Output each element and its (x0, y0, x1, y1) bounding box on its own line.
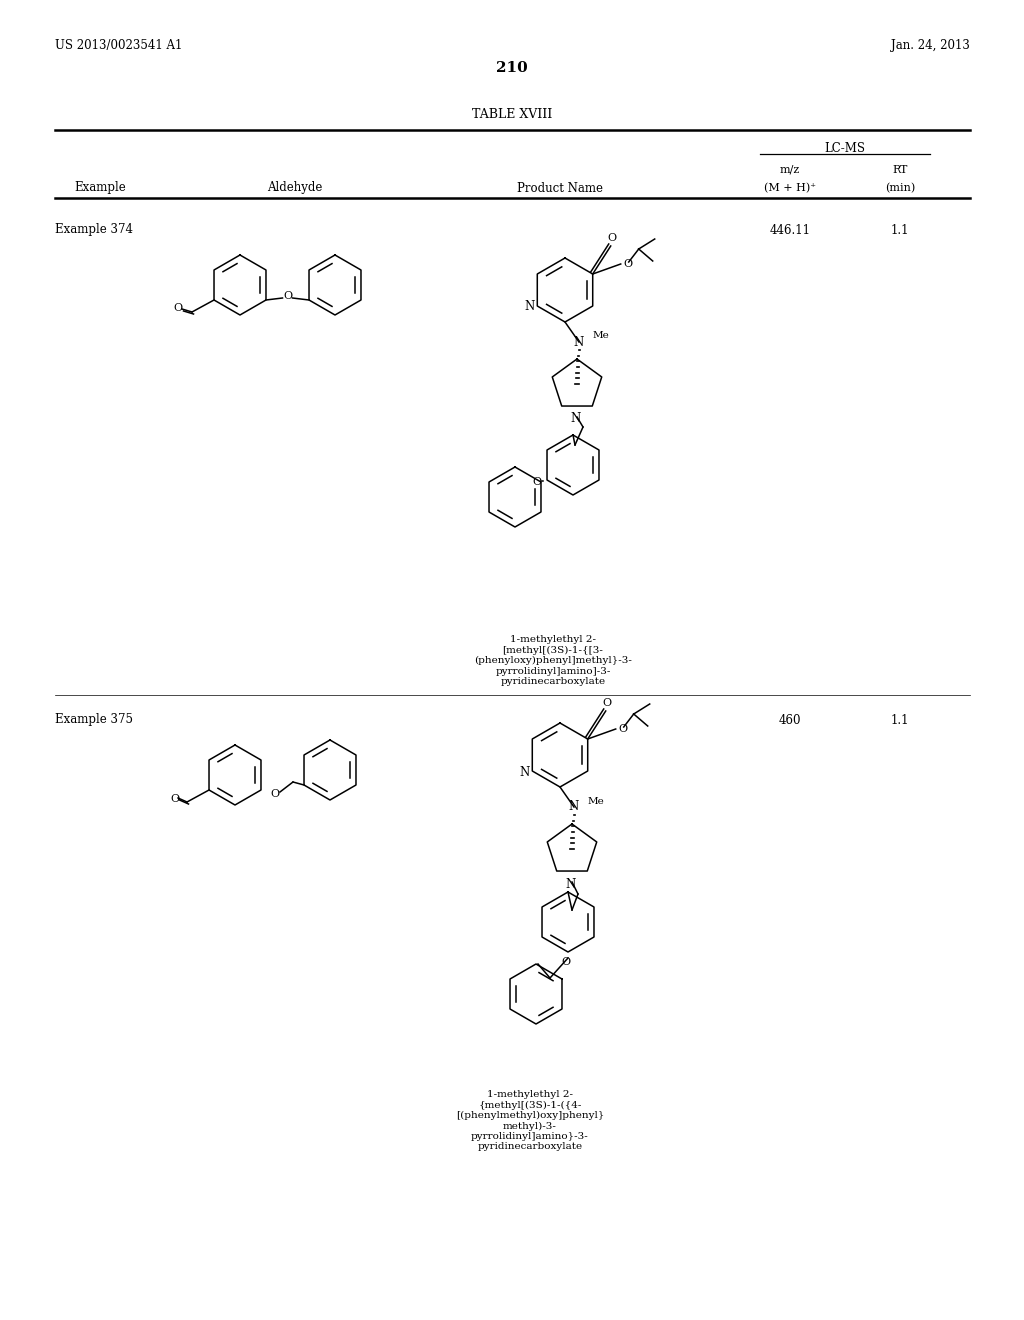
Text: Jan. 24, 2013: Jan. 24, 2013 (891, 38, 970, 51)
Text: N: N (573, 335, 584, 348)
Text: TABLE XVIII: TABLE XVIII (472, 108, 552, 121)
Text: 210: 210 (496, 61, 528, 75)
Text: O: O (532, 477, 542, 487)
Text: 446.11: 446.11 (769, 223, 811, 236)
Text: 1.1: 1.1 (891, 714, 909, 726)
Text: N: N (519, 766, 529, 779)
Text: N: N (566, 878, 577, 891)
Text: m/z: m/z (780, 165, 800, 176)
Text: O: O (624, 259, 633, 269)
Text: RT: RT (892, 165, 907, 176)
Text: N: N (524, 301, 535, 314)
Text: 1.1: 1.1 (891, 223, 909, 236)
Text: Example: Example (74, 181, 126, 194)
Text: Me: Me (593, 331, 609, 341)
Text: N: N (569, 800, 580, 813)
Text: 460: 460 (778, 714, 801, 726)
Text: O: O (607, 234, 616, 243)
Text: O: O (170, 795, 179, 804)
Text: Example 375: Example 375 (55, 714, 133, 726)
Text: Example 374: Example 374 (55, 223, 133, 236)
Text: N: N (570, 412, 582, 425)
Text: (M + H)⁺: (M + H)⁺ (764, 183, 816, 193)
Text: O: O (561, 957, 570, 968)
Text: Aldehyde: Aldehyde (267, 181, 323, 194)
Text: O: O (283, 290, 292, 301)
Text: LC-MS: LC-MS (824, 141, 865, 154)
Text: O: O (173, 304, 182, 313)
Text: US 2013/0023541 A1: US 2013/0023541 A1 (55, 38, 182, 51)
Text: (min): (min) (885, 183, 915, 193)
Text: Me: Me (588, 796, 605, 805)
Text: 1-methylethyl 2-
{methyl[(3S)-1-({4-
[(phenylmethyl)oxy]phenyl}
methyl)-3-
pyrro: 1-methylethyl 2- {methyl[(3S)-1-({4- [(p… (456, 1090, 604, 1151)
Text: O: O (618, 723, 628, 734)
Text: Product Name: Product Name (517, 181, 603, 194)
Text: O: O (602, 698, 611, 708)
Text: O: O (270, 789, 280, 799)
Text: 1-methylethyl 2-
[methyl[(3S)-1-{[3-
(phenyloxy)phenyl]methyl}-3-
pyrrolidinyl]a: 1-methylethyl 2- [methyl[(3S)-1-{[3- (ph… (474, 635, 632, 686)
